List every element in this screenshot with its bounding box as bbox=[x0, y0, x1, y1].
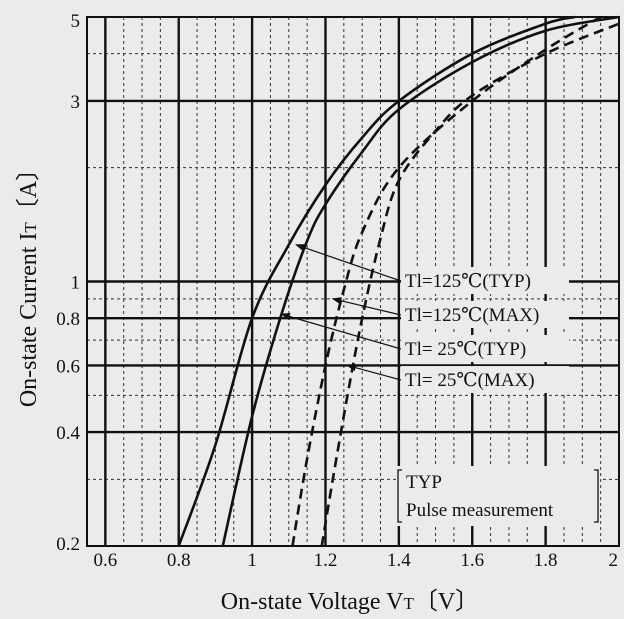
label-bg-3 bbox=[401, 366, 569, 393]
label-bg-1 bbox=[401, 301, 569, 328]
annotation-line1: TYP bbox=[406, 472, 442, 493]
y-tick-label: 5 bbox=[71, 11, 81, 32]
x-tick-bg bbox=[602, 549, 618, 570]
x-axis-title-text: On-state Voltage V bbox=[221, 589, 404, 615]
curve-125-typ bbox=[177, 15, 576, 547]
annotation-box: TYP Pulse measurement bbox=[396, 466, 600, 526]
y-tick-label: 0.8 bbox=[56, 309, 80, 330]
x-tick-label: 1.8 bbox=[534, 550, 558, 571]
label-bg-0 bbox=[401, 267, 569, 294]
series-labels: Tl=125℃(TYP) Tl=125℃(MAX) Tl= 25℃(TYP) T… bbox=[401, 267, 569, 393]
x-tick-label: 1.4 bbox=[387, 550, 411, 571]
x-tick-bg bbox=[308, 549, 343, 570]
annotation-bracket-left bbox=[397, 469, 402, 523]
y-axis-title-sub: T bbox=[21, 222, 40, 233]
label-bg-2 bbox=[401, 335, 569, 362]
y-axis-title-unit: 〔A〕 bbox=[16, 157, 42, 222]
y-axis-title: On-state Current IT〔A〕 bbox=[16, 157, 42, 407]
series-label-125-typ: Tl=125℃(TYP) bbox=[405, 271, 531, 292]
x-tick-bg bbox=[528, 549, 563, 570]
annotation-bg bbox=[396, 466, 600, 526]
grid-major bbox=[87, 17, 619, 546]
x-tick-bg bbox=[455, 549, 490, 570]
series-label-25-typ: Tl= 25℃(TYP) bbox=[405, 339, 526, 360]
leader-lines bbox=[280, 244, 402, 381]
x-tick-bg bbox=[381, 549, 416, 570]
x-tick-label: 2 bbox=[609, 550, 619, 571]
curve-25-max bbox=[320, 22, 620, 547]
y-tick-label: 0.2 bbox=[56, 534, 80, 555]
y-tick-label: 3 bbox=[71, 92, 81, 113]
leader-line-3 bbox=[346, 364, 402, 381]
leader-line-2 bbox=[280, 313, 402, 350]
y-tick-label: 0.4 bbox=[56, 423, 80, 444]
curves bbox=[177, 15, 620, 547]
x-tick-bg bbox=[88, 549, 123, 570]
curve-125-max bbox=[291, 15, 602, 547]
x-tick-label: 1.6 bbox=[460, 550, 484, 571]
x-tick-label: 0.8 bbox=[167, 550, 191, 571]
y-axis-title-text: On-state Current I bbox=[16, 233, 42, 408]
annotation-line2: Pulse measurement bbox=[406, 500, 554, 521]
x-tick-label: 1.2 bbox=[314, 550, 338, 571]
x-tick-label: 1 bbox=[247, 550, 257, 571]
curve-25-typ bbox=[221, 15, 620, 547]
annotation-bracket-right bbox=[594, 469, 599, 523]
leader-line-1 bbox=[331, 297, 402, 316]
x-tick-label: 0.6 bbox=[93, 550, 117, 571]
series-label-25-max: Tl= 25℃(MAX) bbox=[405, 370, 535, 391]
x-tick-labels: 0.6 0.8 1 1.2 1.4 1.6 1.8 2 bbox=[88, 549, 618, 571]
y-tick-label: 0.6 bbox=[56, 356, 80, 377]
x-axis-title-unit: 〔V〕 bbox=[414, 589, 479, 615]
y-tick-label: 1 bbox=[71, 273, 81, 294]
x-tick-bg bbox=[235, 549, 270, 570]
series-label-125-max: Tl=125℃(MAX) bbox=[405, 305, 539, 326]
plot-frame bbox=[86, 16, 620, 547]
leader-line-0 bbox=[294, 244, 402, 282]
y-tick-labels: 0.2 0.4 0.6 0.8 1 3 5 bbox=[56, 11, 80, 555]
x-axis-title-sub: T bbox=[403, 594, 414, 613]
x-axis-title: On-state Voltage VT〔V〕 bbox=[221, 589, 479, 615]
x-tick-bg bbox=[161, 549, 196, 570]
